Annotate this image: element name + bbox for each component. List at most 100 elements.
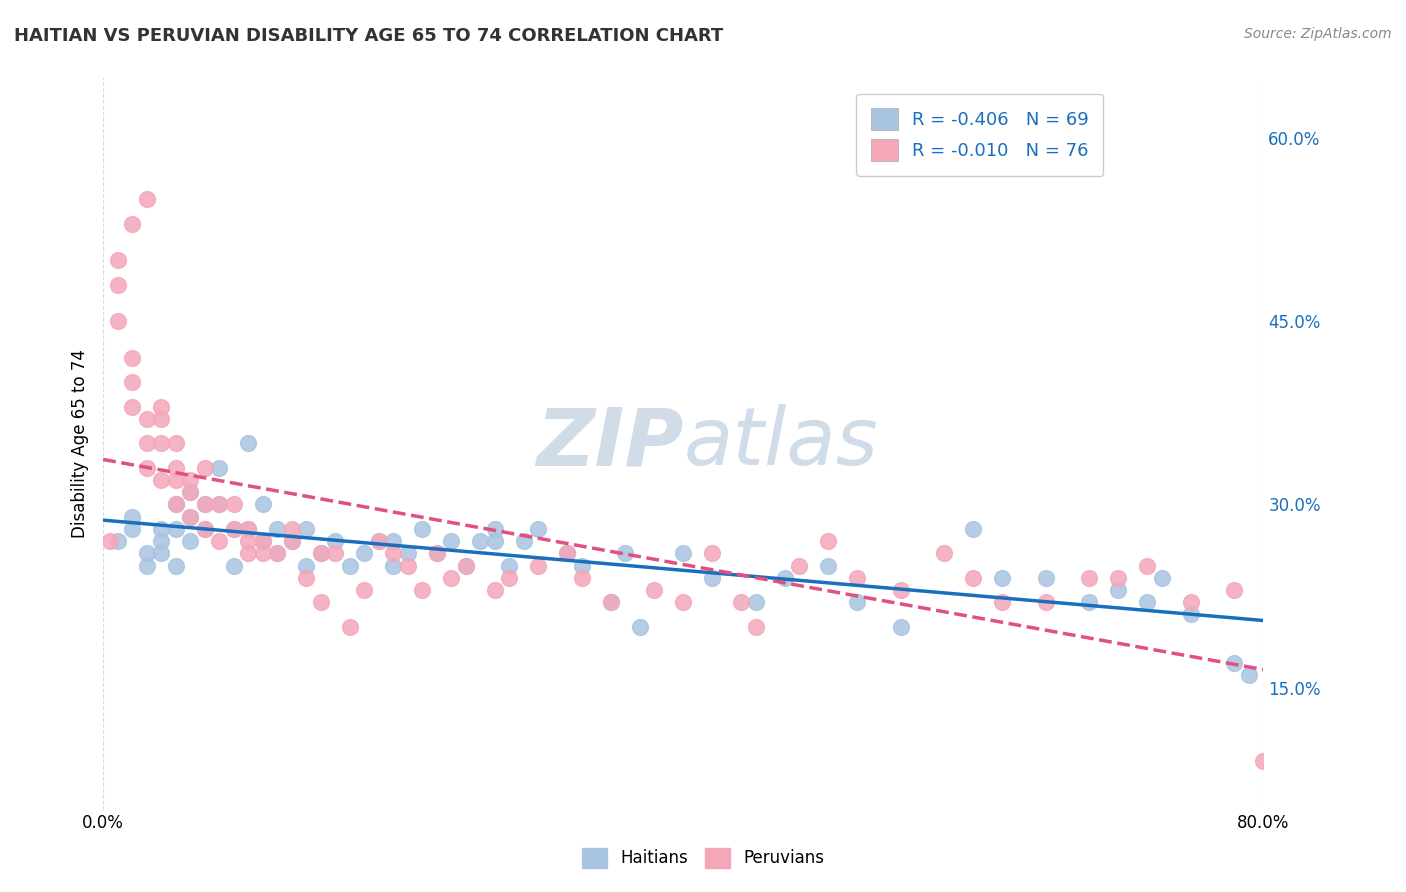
Point [1237, 668, 1260, 682]
Point [295, 571, 318, 585]
Point [962, 571, 984, 585]
Point [454, 558, 477, 573]
Point [135, 546, 157, 560]
Point [1035, 595, 1057, 609]
Point [555, 546, 578, 560]
Point [440, 571, 463, 585]
Point [614, 546, 637, 560]
Point [194, 498, 217, 512]
Point [846, 595, 869, 609]
Point [1223, 656, 1246, 670]
Point [382, 546, 405, 560]
Point [135, 436, 157, 450]
Point [107, 534, 129, 549]
Point [1107, 582, 1129, 597]
Point [934, 546, 956, 560]
Point [194, 461, 217, 475]
Point [236, 522, 259, 536]
Point [150, 400, 173, 414]
Point [135, 461, 157, 475]
Point [107, 277, 129, 292]
Point [179, 534, 201, 549]
Point [194, 522, 217, 536]
Point [252, 534, 274, 549]
Point [165, 558, 187, 573]
Point [672, 595, 695, 609]
Point [527, 522, 550, 536]
Point [266, 522, 288, 536]
Point [309, 546, 332, 560]
Point [295, 558, 318, 573]
Point [135, 412, 157, 426]
Point [773, 571, 796, 585]
Point [150, 534, 173, 549]
Point [702, 546, 724, 560]
Point [266, 546, 288, 560]
Point [100, 534, 122, 549]
Point [309, 595, 332, 609]
Point [252, 534, 274, 549]
Point [252, 546, 274, 560]
Point [962, 522, 984, 536]
Point [165, 473, 187, 487]
Point [1180, 607, 1202, 622]
Point [991, 595, 1014, 609]
Point [498, 558, 520, 573]
Point [411, 522, 433, 536]
Point [165, 522, 187, 536]
Text: atlas: atlas [683, 404, 877, 483]
Point [1253, 754, 1275, 768]
Point [890, 582, 912, 597]
Point [323, 534, 346, 549]
Point [150, 412, 173, 426]
Text: Source: ZipAtlas.com: Source: ZipAtlas.com [1244, 27, 1392, 41]
Point [165, 498, 187, 512]
Point [599, 595, 621, 609]
Point [280, 534, 302, 549]
Point [339, 619, 361, 633]
Point [150, 522, 173, 536]
Point [817, 534, 839, 549]
Point [411, 582, 433, 597]
Point [150, 473, 173, 487]
Point [672, 546, 695, 560]
Point [179, 509, 201, 524]
Point [1136, 595, 1159, 609]
Point [787, 558, 810, 573]
Point [1180, 595, 1202, 609]
Text: ZIP: ZIP [536, 404, 683, 483]
Point [121, 400, 143, 414]
Point [165, 498, 187, 512]
Point [194, 498, 217, 512]
Point [266, 546, 288, 560]
Point [846, 571, 869, 585]
Point [121, 351, 143, 365]
Point [236, 522, 259, 536]
Point [280, 534, 302, 549]
Point [208, 461, 231, 475]
Point [236, 546, 259, 560]
Point [367, 534, 389, 549]
Point [1078, 595, 1101, 609]
Point [367, 534, 389, 549]
Point [628, 619, 651, 633]
Point [150, 546, 173, 560]
Point [1136, 558, 1159, 573]
Point [295, 522, 318, 536]
Point [571, 558, 593, 573]
Point [323, 546, 346, 560]
Point [382, 558, 405, 573]
Point [890, 619, 912, 633]
Point [179, 485, 201, 500]
Point [353, 582, 375, 597]
Point [730, 595, 752, 609]
Point [222, 522, 245, 536]
Legend: Haitians, Peruvians: Haitians, Peruvians [575, 841, 831, 875]
Point [107, 314, 129, 328]
Point [150, 436, 173, 450]
Point [135, 558, 157, 573]
Point [527, 558, 550, 573]
Point [382, 534, 405, 549]
Point [512, 534, 534, 549]
Point [643, 582, 665, 597]
